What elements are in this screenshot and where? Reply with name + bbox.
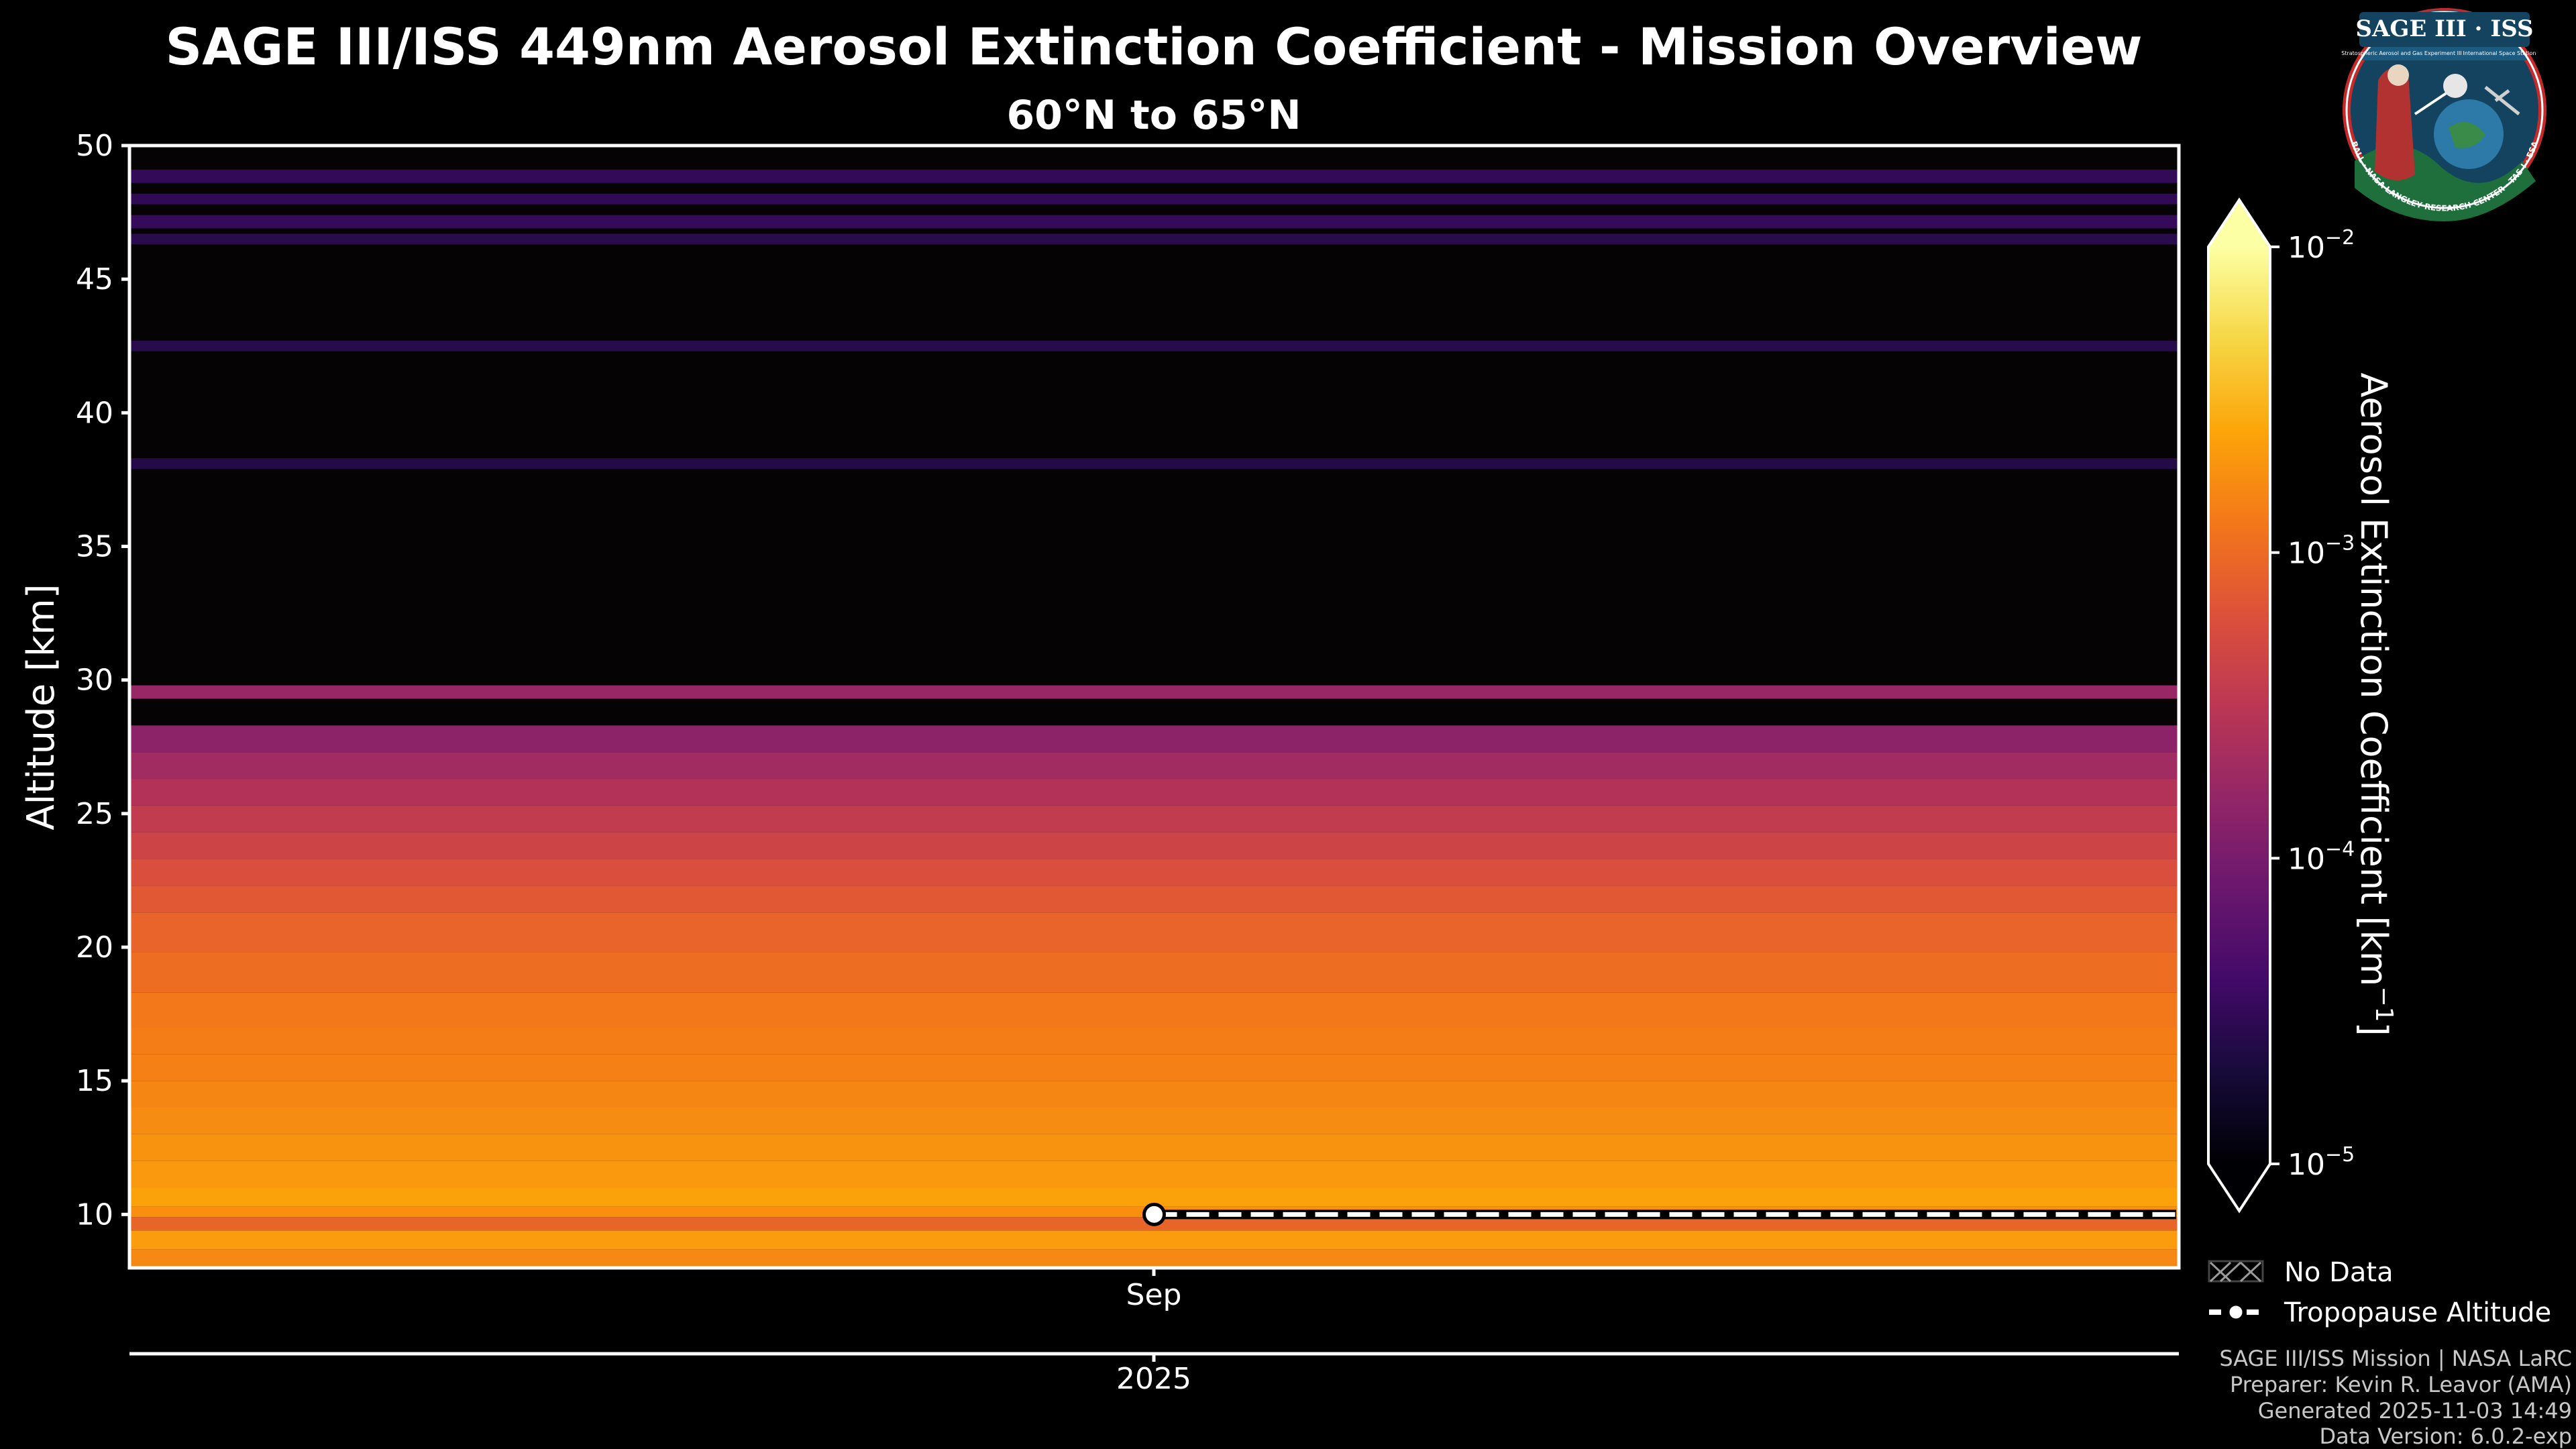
chart-subtitle: 60°N to 65°N xyxy=(1006,92,1301,139)
extinction-bands xyxy=(129,169,2179,1268)
extinction-band-7 xyxy=(129,1108,2179,1134)
colorbar-tick-label-3: 10−2 xyxy=(2288,226,2355,265)
y-tick-label-50: 50 xyxy=(76,129,113,163)
colorbar-extend-bottom xyxy=(2208,1164,2270,1211)
extinction-band-11 xyxy=(129,992,2179,1028)
y-axis-label: Altitude [km] xyxy=(19,584,63,830)
colorbar-tick-label-0: 10−5 xyxy=(2288,1143,2355,1182)
extinction-band-14 xyxy=(129,885,2179,913)
colorbar-label: Aerosol Extinction Coefficient [km−1] xyxy=(2353,372,2398,1036)
extinction-band-12 xyxy=(129,952,2179,993)
colorbar-tick-label-2: 10−3 xyxy=(2288,532,2355,571)
extinction-band-19 xyxy=(129,752,2179,780)
tropopause-marker xyxy=(1142,1202,1166,1226)
extinction-band-6 xyxy=(129,1134,2179,1161)
extinction-band-20 xyxy=(129,725,2179,753)
extinction-band-10 xyxy=(129,1027,2179,1055)
colorbar-ticks: 10−5 10−4 10−3 10−2 xyxy=(2270,226,2355,1182)
extinction-band-17 xyxy=(129,805,2179,833)
y-tick-label-20: 20 xyxy=(76,930,113,965)
extinction-band-24 xyxy=(129,233,2179,245)
sage-iii-iss-logo: SAGE III · ISS Stratospheric Aerosol and… xyxy=(2341,8,2546,221)
extinction-band-13 xyxy=(129,912,2179,953)
legend-no-data-label: No Data xyxy=(2284,1257,2394,1288)
legend-tropopause-label: Tropopause Altitude xyxy=(2284,1297,2551,1328)
y-tick-label-15: 15 xyxy=(76,1064,113,1098)
logo-line-right: International Space Station xyxy=(2463,50,2536,56)
footer-line-2: Preparer: Kevin R. Leavor (AMA) xyxy=(2230,1372,2572,1397)
y-tick-label-40: 40 xyxy=(76,396,113,430)
y-axis-ticks: 10 15 20 25 30 35 40 45 50 xyxy=(76,129,129,1232)
footer-line-1: SAGE III/ISS Mission | NASA LaRC xyxy=(2219,1346,2572,1371)
extinction-band-23 xyxy=(129,340,2179,352)
extinction-band-16 xyxy=(129,832,2179,859)
extinction-band-21 xyxy=(129,685,2179,699)
y-tick-label-25: 25 xyxy=(76,797,113,831)
colorbar-gradient xyxy=(2208,247,2270,1164)
extinction-band-15 xyxy=(129,859,2179,886)
legend: No Data Tropopause Altitude xyxy=(2208,1257,2551,1328)
logo-line-left: Stratospheric Aerosol and Gas Experiment… xyxy=(2341,50,2461,56)
x-tick-label-year: 2025 xyxy=(1116,1362,1191,1396)
extinction-band-8 xyxy=(129,1081,2179,1108)
extinction-band-5 xyxy=(129,1161,2179,1188)
footer-line-4: Data Version: 6.0.2-exp xyxy=(2319,1424,2572,1449)
extinction-band-9 xyxy=(129,1054,2179,1081)
extinction-band-0 xyxy=(129,1249,2179,1268)
extinction-band-26 xyxy=(129,193,2179,205)
extinction-band-22 xyxy=(129,458,2179,469)
extinction-band-18 xyxy=(129,779,2179,806)
y-tick-label-30: 30 xyxy=(76,663,113,698)
extinction-band-27 xyxy=(129,169,2179,183)
extinction-band-1 xyxy=(129,1230,2179,1250)
footer-credits: SAGE III/ISS Mission | NASA LaRC Prepare… xyxy=(2219,1346,2572,1449)
plot-area xyxy=(127,144,2181,1270)
colorbar: 10−5 10−4 10−3 10−2 Aerosol Extinction Coef… xyxy=(2207,197,2398,1214)
colorbar-tick-label-1: 10−4 xyxy=(2288,837,2355,876)
y-tick-label-10: 10 xyxy=(76,1197,113,1232)
colorbar-extend-top xyxy=(2208,200,2270,247)
logo-title: SAGE III · ISS xyxy=(2355,15,2533,42)
chart-title: SAGE III/ISS 449nm Aerosol Extinction Co… xyxy=(165,17,2142,76)
footer-line-3: Generated 2025-11-03 14:49 xyxy=(2258,1398,2572,1424)
no-data-swatch-icon xyxy=(2208,1260,2264,1283)
y-tick-label-45: 45 xyxy=(76,262,113,297)
tropopause-legend-icon xyxy=(2209,1303,2263,1321)
x-tick-label-month: Sep xyxy=(1126,1278,1182,1312)
y-tick-label-35: 35 xyxy=(76,530,113,564)
tropopause-series xyxy=(1142,1202,2176,1226)
extinction-band-25 xyxy=(129,215,2179,229)
